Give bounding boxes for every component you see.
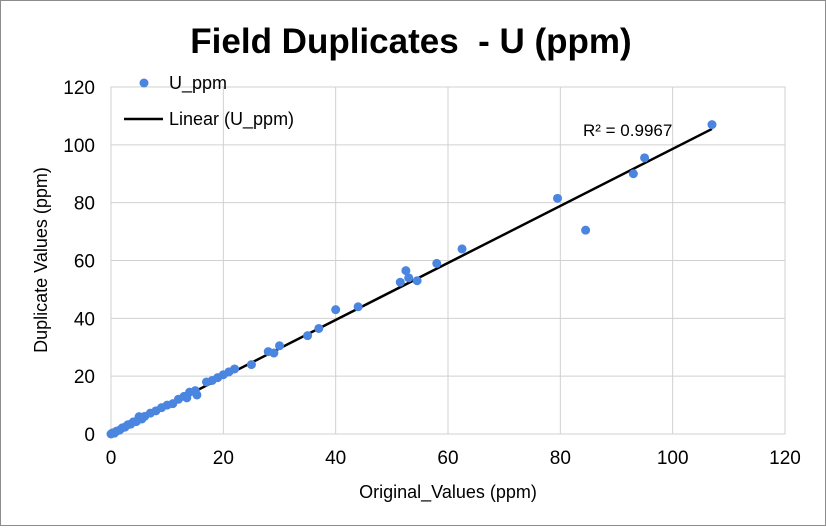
data-point: [412, 276, 422, 286]
y-tick-label: 40: [74, 309, 95, 330]
data-point: [246, 360, 256, 370]
x-tick-label: 120: [769, 448, 801, 469]
plot-area-border: [110, 86, 786, 435]
data-point: [303, 331, 313, 341]
y-tick-label: 100: [63, 136, 95, 157]
y-tick-label: 20: [74, 367, 95, 388]
x-tick-label: 100: [657, 448, 689, 469]
data-point: [395, 277, 405, 287]
r-squared-annotation: R² = 0.9967: [583, 121, 672, 140]
data-point: [707, 120, 717, 130]
data-point: [353, 302, 363, 312]
y-axis-label: Duplicate Values (ppm): [31, 167, 51, 353]
y-tick-label: 80: [74, 194, 95, 215]
x-axis-label: Original_Values (ppm): [359, 482, 537, 503]
legend-label-u-ppm: U_ppm: [169, 73, 227, 94]
y-tick-label: 120: [63, 78, 95, 99]
y-tick-label: 60: [74, 252, 95, 273]
data-point: [457, 244, 467, 254]
data-point: [314, 323, 324, 333]
data-point: [331, 305, 341, 315]
data-point: [192, 390, 202, 400]
data-point: [432, 258, 442, 268]
x-tick-label: 80: [550, 448, 571, 469]
data-point: [553, 193, 563, 203]
x-tick-labels: 0 20 40 60 80 100 120: [106, 448, 801, 469]
y-tick-label: 0: [84, 425, 95, 446]
trendline-layer: [110, 127, 713, 436]
data-point: [275, 341, 284, 351]
data-point: [581, 225, 591, 235]
legend: U_ppm Linear (U_ppm): [124, 73, 294, 130]
legend-label-linear: Linear (U_ppm): [169, 109, 294, 130]
data-points: [106, 120, 717, 439]
data-point: [640, 153, 650, 163]
y-tick-labels: 0 20 40 60 80 100 120: [63, 78, 95, 446]
x-tick-label: 40: [325, 448, 346, 469]
data-point: [628, 169, 638, 179]
data-point: [404, 273, 414, 283]
data-point: [230, 364, 240, 374]
data-point: [269, 348, 279, 358]
data-point: [401, 266, 411, 276]
chart-title: Field Duplicates - U (ppm): [190, 22, 631, 61]
x-tick-label: 20: [213, 448, 234, 469]
legend-marker-u-ppm: [139, 78, 149, 88]
trendline-linear: [110, 127, 713, 436]
x-tick-label: 0: [106, 448, 117, 469]
x-tick-label: 60: [437, 448, 458, 469]
